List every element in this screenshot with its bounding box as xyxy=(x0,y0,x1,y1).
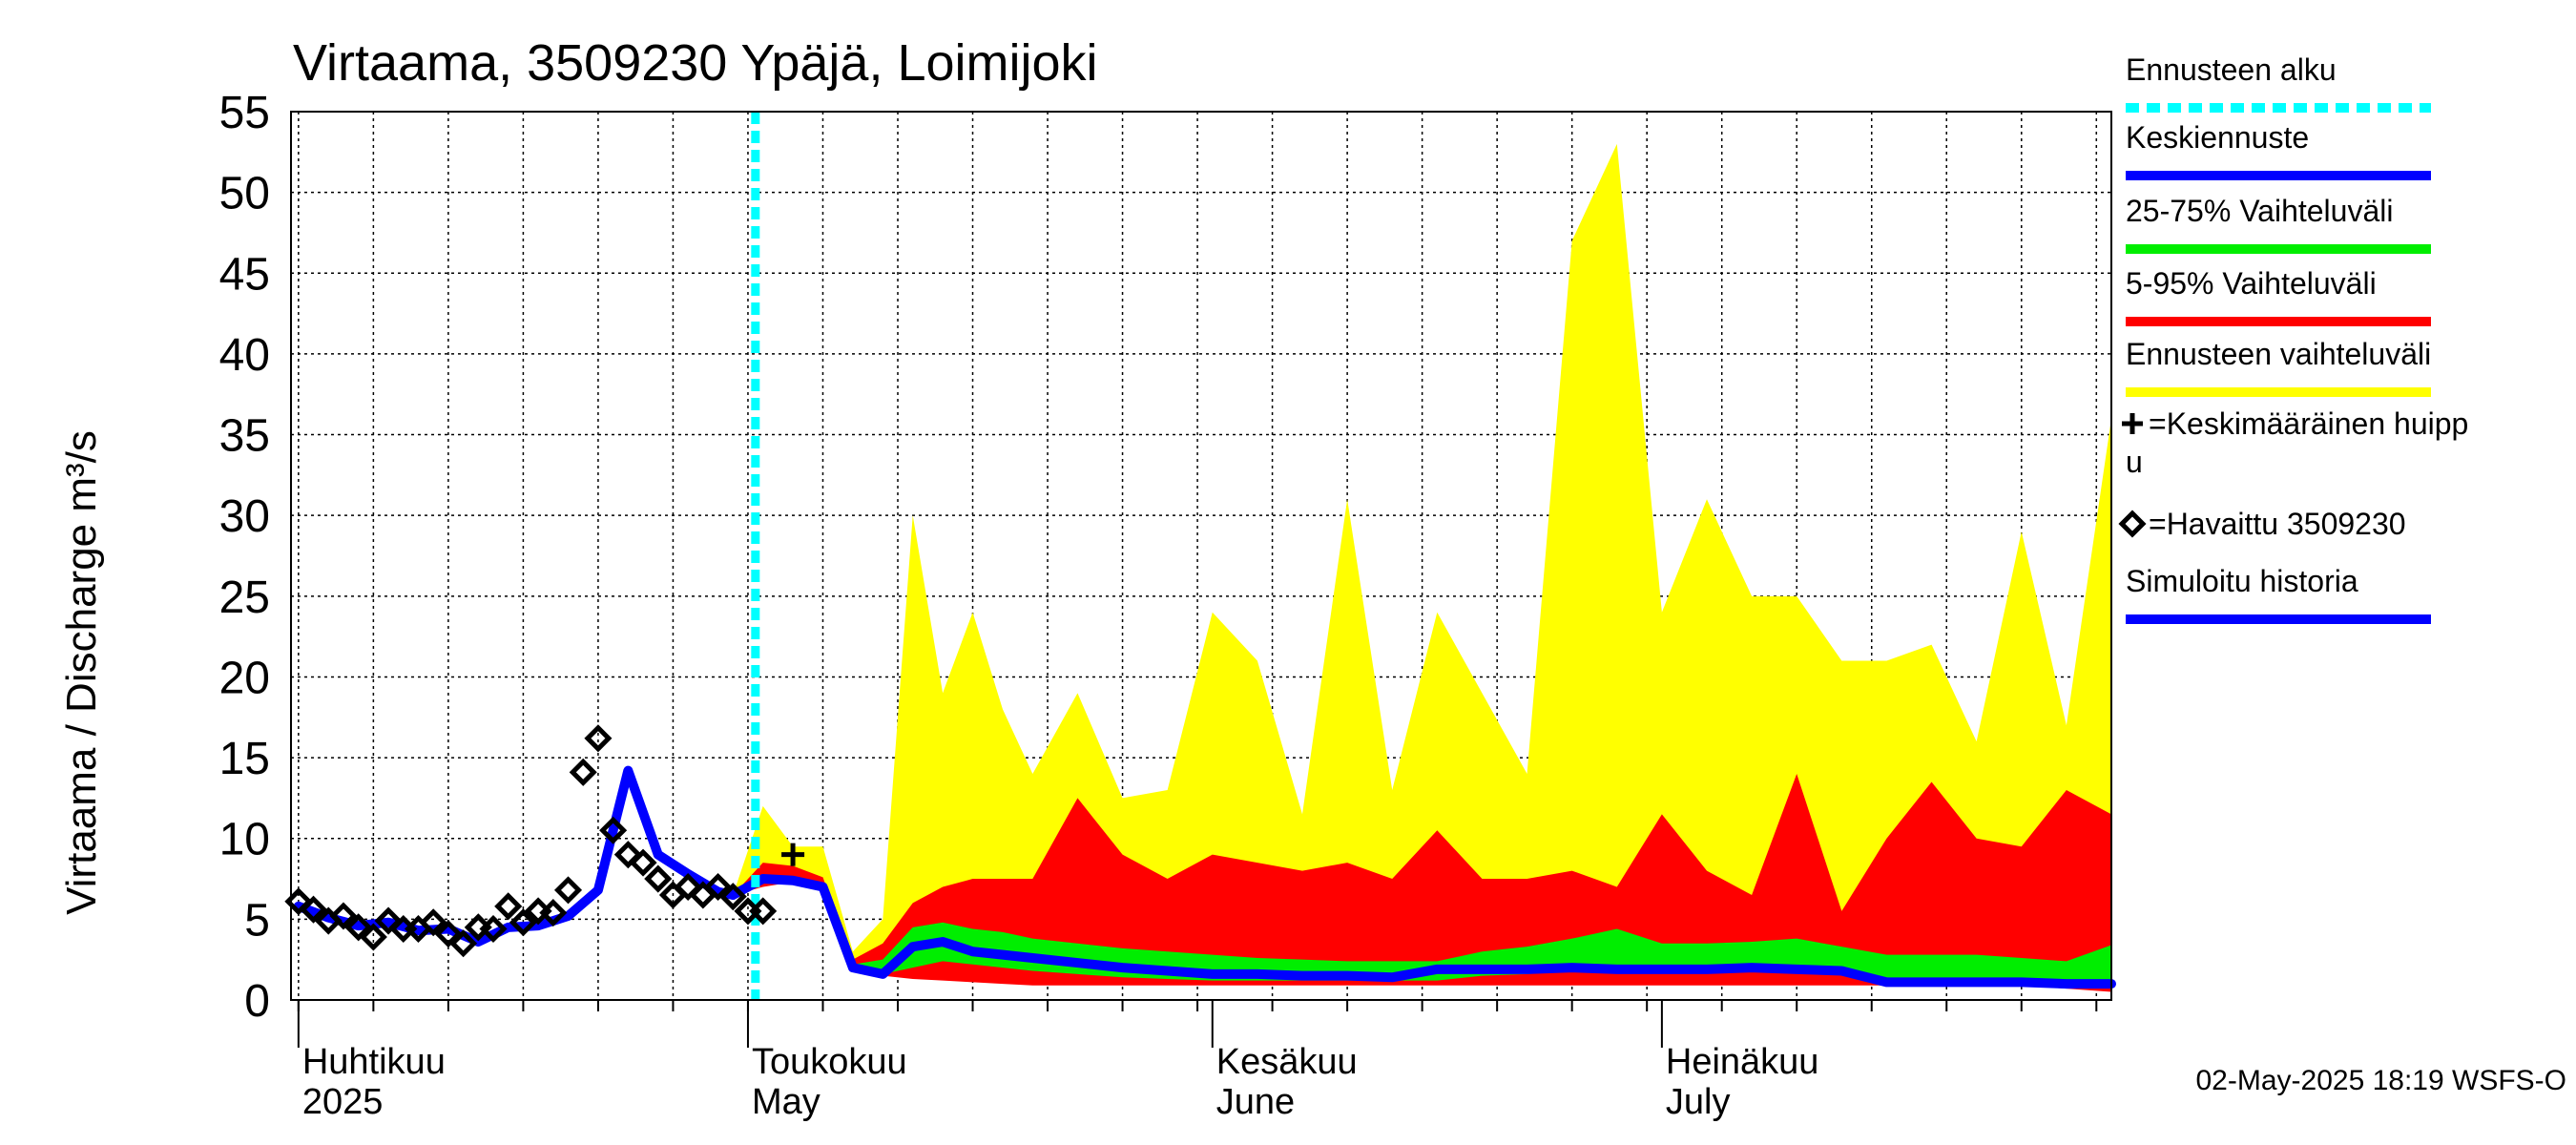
legend-plus-icon xyxy=(2122,413,2143,434)
band-5-95-vaihteluv-li xyxy=(733,774,2111,992)
x-tick-label: Toukokuu xyxy=(752,1042,907,1082)
x-tick-label: Huhtikuu xyxy=(302,1042,446,1082)
y-tick-label: 10 xyxy=(219,815,270,865)
observed-point xyxy=(584,724,613,753)
observed-point xyxy=(553,876,583,905)
y-tick-label: 50 xyxy=(219,169,270,219)
observed-point xyxy=(718,883,747,911)
observed-point xyxy=(419,908,447,937)
line-keskiennuste xyxy=(728,874,2116,989)
plot-frame xyxy=(290,111,2112,1001)
observed-point xyxy=(644,864,673,893)
observed-point xyxy=(359,923,387,951)
band-ennusteen-vaihteluv-li xyxy=(733,143,2111,990)
x-tick-label: Heinäkuu xyxy=(1666,1042,1819,1082)
observed-point xyxy=(539,899,568,927)
observed-point xyxy=(479,914,508,944)
band-25-75-vaihteluv-li xyxy=(733,873,2111,985)
legend-label: =Havaittu 3509230 xyxy=(2149,507,2406,541)
forecast-bands xyxy=(733,143,2111,992)
observed-point xyxy=(674,872,702,902)
legend-label: 25-75% Vaihteluväli xyxy=(2126,194,2393,228)
y-tick-label: 15 xyxy=(219,734,270,784)
observed-point xyxy=(749,897,778,926)
chart-title: Virtaama, 3509230 Ypäjä, Loimijoki xyxy=(293,34,1098,92)
y-tick-label: 25 xyxy=(219,572,270,623)
observed-point xyxy=(344,913,373,942)
average-peak-marker xyxy=(781,843,805,866)
legend-diamond-icon xyxy=(2118,510,2147,538)
legend-label: 5-95% Vaihteluväli xyxy=(2126,266,2377,301)
footer-timestamp: 02-May-2025 18:19 WSFS-O xyxy=(2196,1065,2567,1096)
x-tick-label: Kesäkuu xyxy=(1216,1042,1358,1082)
y-tick-label: 20 xyxy=(219,653,270,703)
y-tick-label: 40 xyxy=(219,330,270,381)
observed-point xyxy=(374,906,403,935)
observed-point xyxy=(613,841,642,869)
observed-point xyxy=(704,872,733,902)
observed-point xyxy=(629,848,657,877)
observed-point xyxy=(329,902,358,930)
y-tick-label: 35 xyxy=(219,411,270,462)
observed-point xyxy=(569,758,597,786)
x-tick-sublabel: July xyxy=(1666,1082,1731,1122)
y-tick-label: 45 xyxy=(219,249,270,300)
legend-label-cont: u xyxy=(2126,445,2143,479)
observed-point xyxy=(300,895,328,924)
observed-point xyxy=(434,920,463,948)
y-tick-label: 5 xyxy=(244,895,270,946)
y-tick-label: 0 xyxy=(244,976,270,1027)
x-tick-sublabel: June xyxy=(1216,1082,1295,1122)
x-tick-sublabel: May xyxy=(752,1082,821,1122)
observed-point xyxy=(599,816,628,844)
y-tick-label: 55 xyxy=(219,88,270,138)
x-tick-sublabel: 2025 xyxy=(302,1082,384,1122)
y-axis-label: Virtaama / Discharge m³/s xyxy=(58,430,105,915)
legend-label: Keskiennuste xyxy=(2126,120,2309,155)
observed-point xyxy=(449,929,478,958)
y-tick-label: 30 xyxy=(219,491,270,542)
legend-label: Ennusteen vaihteluväli xyxy=(2126,337,2431,371)
observed-point xyxy=(509,908,537,937)
legend-label: =Keskimääräinen huipp xyxy=(2149,406,2468,441)
legend-label: Ennusteen alku xyxy=(2126,52,2337,87)
legend-label: Simuloitu historia xyxy=(2126,564,2358,598)
observed-point xyxy=(494,892,523,921)
